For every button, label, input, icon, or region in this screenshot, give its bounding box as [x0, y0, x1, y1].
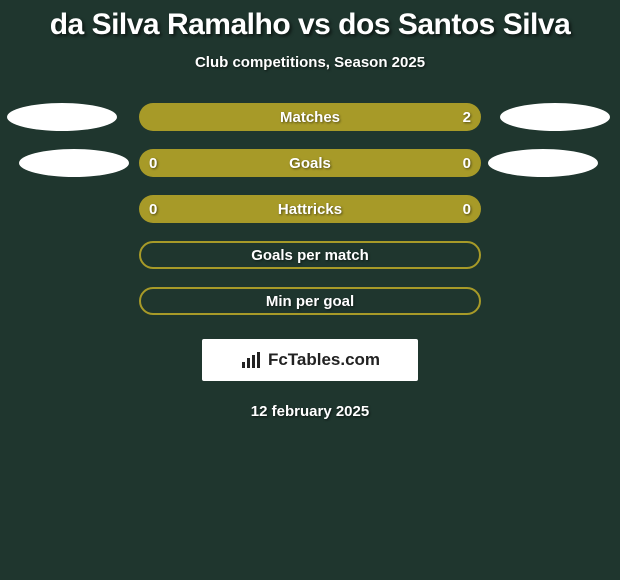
stat-label: Goals [289, 155, 331, 172]
stat-label: Matches [280, 109, 340, 126]
stat-value-right: 0 [463, 155, 471, 172]
player-ellipse-left [7, 103, 117, 131]
stat-label: Goals per match [251, 247, 369, 264]
player-ellipse-right [488, 149, 598, 177]
stat-rows: Matches 2 0 Goals 0 0 Hattricks 0 Goals [0, 103, 620, 315]
stat-row-hattricks: 0 Hattricks 0 [0, 195, 620, 223]
player-ellipse-right [500, 103, 610, 131]
stat-row-goals-per-match: Goals per match [0, 241, 620, 269]
player-ellipse-left [19, 149, 129, 177]
source-logo: FcTables.com [202, 339, 418, 381]
stat-bar: 0 Hattricks 0 [139, 195, 481, 223]
stat-row-goals: 0 Goals 0 [0, 149, 620, 177]
stat-label: Hattricks [278, 201, 342, 218]
stat-row-matches: Matches 2 [0, 103, 620, 131]
stat-row-min-per-goal: Min per goal [0, 287, 620, 315]
stat-bar: Goals per match [139, 241, 481, 269]
stat-bar: 0 Goals 0 [139, 149, 481, 177]
logo-text: FcTables.com [268, 350, 380, 370]
page-subtitle: Club competitions, Season 2025 [0, 54, 620, 71]
stat-value-left: 0 [149, 155, 157, 172]
stat-value-right: 2 [463, 109, 471, 126]
comparison-infographic: da Silva Ramalho vs dos Santos Silva Clu… [0, 0, 620, 420]
footer-date: 12 february 2025 [0, 403, 620, 420]
stat-bar: Min per goal [139, 287, 481, 315]
stat-value-left: 0 [149, 201, 157, 218]
stat-label: Min per goal [266, 293, 354, 310]
chart-icon [240, 351, 262, 369]
page-title: da Silva Ramalho vs dos Santos Silva [0, 8, 620, 42]
stat-value-right: 0 [463, 201, 471, 218]
stat-bar: Matches 2 [139, 103, 481, 131]
